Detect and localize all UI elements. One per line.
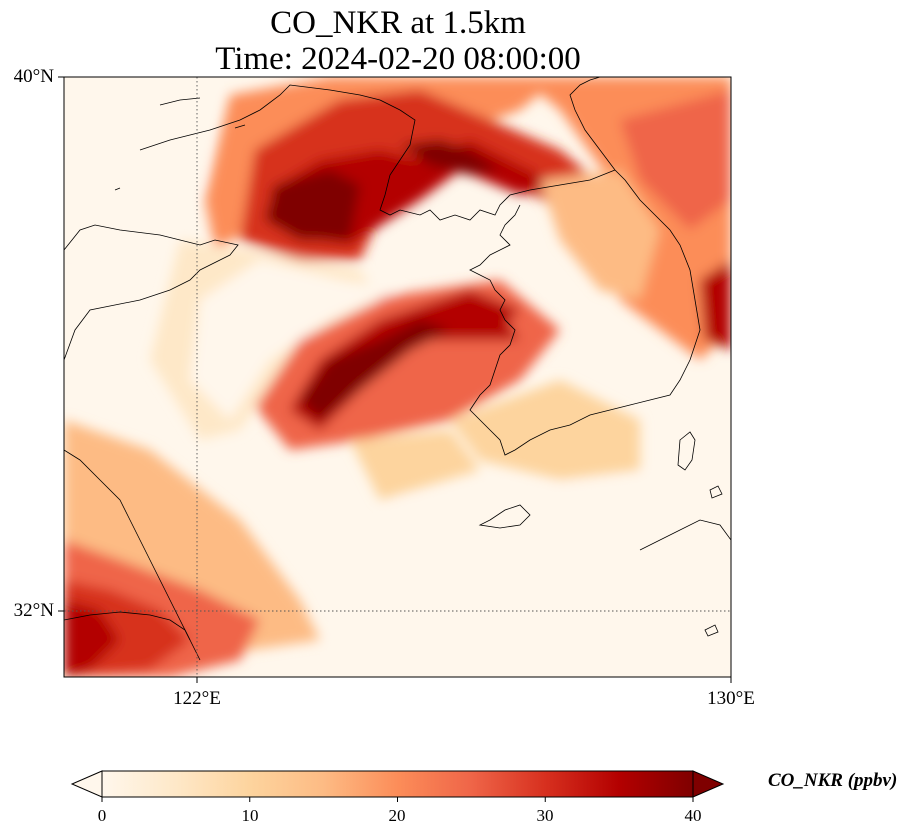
colorbar-label: CO_NKR (ppbv) xyxy=(768,770,898,791)
map-title-line2: Time: 2024-02-20 08:00:00 xyxy=(215,41,581,77)
colorbar xyxy=(70,770,725,802)
gridlines xyxy=(64,77,731,677)
lon-label-122e: 122°E xyxy=(173,688,221,709)
lat-label-40n: 40°N xyxy=(13,66,54,87)
colorbar-bar xyxy=(101,770,694,798)
colorbar-tick-label: 10 xyxy=(241,806,259,825)
co-concentration-field xyxy=(64,77,731,677)
colorbar-extend-max xyxy=(692,770,725,798)
colorbar-extend-min xyxy=(70,770,103,798)
map-title-line1: CO_NKR at 1.5km xyxy=(270,5,526,41)
colorbar-tick-label: 30 xyxy=(536,806,554,825)
colorbar-tick-label: 0 xyxy=(97,806,107,825)
colorbar-tick-label: 20 xyxy=(388,806,406,825)
lon-label-130e: 130°E xyxy=(707,688,755,709)
colorbar-tick-label: 40 xyxy=(684,806,702,825)
lat-label-32n: 32°N xyxy=(13,600,54,621)
map-frame xyxy=(63,76,732,678)
coastlines xyxy=(64,77,731,661)
